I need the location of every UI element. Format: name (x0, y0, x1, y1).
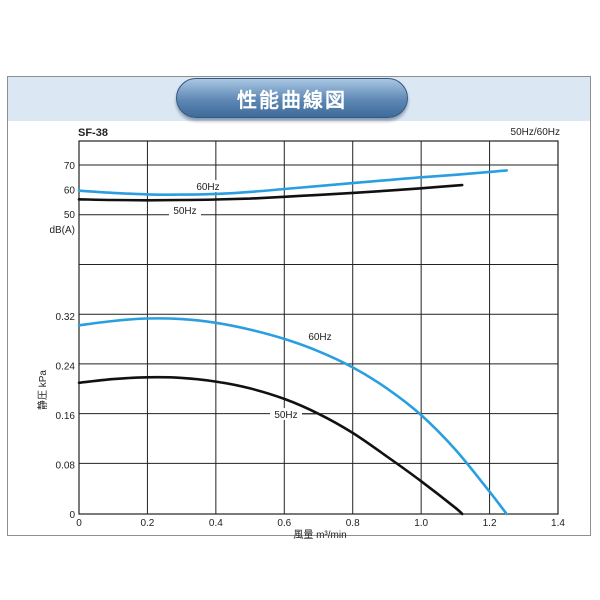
pressure-ytick-label: 0.16 (56, 411, 76, 422)
xtick-label: 0.2 (140, 518, 154, 529)
chart-title: 性能曲線図 (176, 78, 408, 118)
pressure-60hz-line (77, 317, 508, 516)
xtick-label: 0.6 (277, 518, 291, 529)
labels: 70 60 50 dB(A) 0.32 0.24 0.16 0.08 0 静圧 kPa 0 0.2 0.… (36, 161, 565, 541)
pressure-50hz-label: 50Hz (274, 410, 297, 421)
pressure-50hz-label-bg (270, 408, 302, 420)
xtick-label: 1.4 (551, 518, 565, 529)
pressure-ytick-label: 0.08 (56, 461, 76, 472)
xtick-label: 1.2 (483, 518, 497, 529)
pressure-ytick-label: 0.24 (56, 362, 76, 373)
grid (78, 140, 559, 515)
frequency-note: 50Hz/60Hz (510, 127, 560, 138)
model-label: SF-38 (78, 127, 108, 139)
noise-50hz-label: 50Hz (173, 206, 196, 217)
xtick-label: 0.4 (209, 518, 223, 529)
noise-ytick-label: 60 (64, 186, 76, 197)
xtick-label: 1.0 (414, 518, 428, 529)
pressure-60hz-label: 60Hz (308, 332, 331, 343)
noise-50hz-line (77, 183, 464, 202)
noise-ylabel: dB(A) (49, 225, 75, 236)
xtick-label: 0.8 (346, 518, 360, 529)
pressure-ytick-label: 0.32 (56, 312, 76, 323)
noise-60hz-label-bg (192, 180, 224, 192)
curves (77, 169, 508, 516)
pressure-ytick-label: 0 (69, 510, 75, 521)
noise-50hz-label-bg (169, 204, 201, 216)
xtick-label: 0 (76, 518, 82, 529)
noise-ytick-label: 50 (64, 210, 76, 221)
pressure-60hz-label-bg (304, 330, 336, 342)
pressure-50hz-line (77, 375, 464, 516)
noise-ytick-label: 70 (64, 161, 76, 172)
noise-60hz-line (77, 169, 508, 196)
pressure-ylabel: 静圧 kPa (36, 370, 49, 410)
plot-box (78, 140, 559, 515)
noise-60hz-label: 60Hz (196, 182, 219, 193)
xlabel: 風量 m³/min (293, 529, 346, 541)
chart-frame (7, 76, 591, 536)
